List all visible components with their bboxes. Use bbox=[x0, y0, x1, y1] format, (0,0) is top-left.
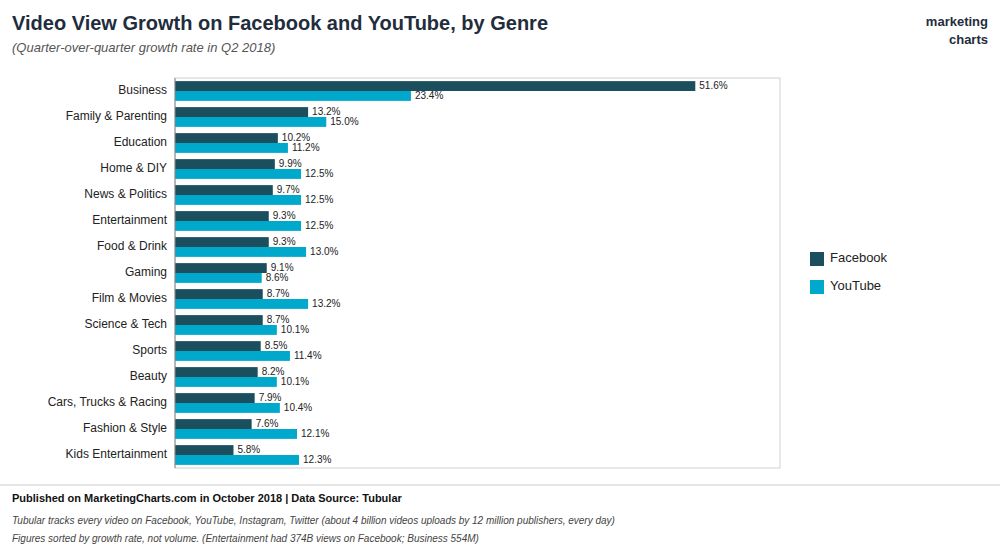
bar bbox=[175, 143, 288, 153]
legend: Facebook YouTube bbox=[810, 250, 888, 294]
data-label: 7.9% bbox=[259, 392, 282, 403]
bar bbox=[175, 455, 299, 465]
bar bbox=[175, 367, 258, 377]
category-label: Film & Movies bbox=[92, 291, 167, 305]
category-label: Cars, Trucks & Racing bbox=[48, 395, 167, 409]
data-label: 9.3% bbox=[273, 236, 296, 247]
bar bbox=[175, 221, 301, 231]
data-label: 13.2% bbox=[312, 298, 340, 309]
footer-rule bbox=[0, 485, 1000, 486]
data-label: 5.8% bbox=[237, 444, 260, 455]
bar bbox=[175, 289, 263, 299]
data-label: 8.5% bbox=[265, 340, 288, 351]
data-label: 11.4% bbox=[294, 350, 322, 361]
data-label: 10.1% bbox=[281, 376, 309, 387]
data-label: 9.9% bbox=[279, 158, 302, 169]
bar bbox=[175, 237, 269, 247]
category-label: Family & Parenting bbox=[66, 109, 167, 123]
bar bbox=[175, 185, 273, 195]
data-label: 7.6% bbox=[256, 418, 279, 429]
data-label: 10.1% bbox=[281, 324, 309, 335]
category-label: Food & Drink bbox=[97, 239, 168, 253]
bar bbox=[175, 419, 252, 429]
legend-label: YouTube bbox=[830, 278, 881, 293]
data-label: 23.4% bbox=[415, 90, 443, 101]
bar bbox=[175, 299, 308, 309]
category-label: Fashion & Style bbox=[83, 421, 167, 435]
bar bbox=[175, 195, 301, 205]
category-label: Education bbox=[114, 135, 167, 149]
category-label: Sports bbox=[132, 343, 167, 357]
bar bbox=[175, 211, 269, 221]
data-label: 12.3% bbox=[303, 454, 331, 465]
category-label: Entertainment bbox=[92, 213, 167, 227]
data-label: 12.5% bbox=[305, 168, 333, 179]
data-label: 15.0% bbox=[330, 116, 358, 127]
data-label: 12.5% bbox=[305, 194, 333, 205]
bar bbox=[175, 429, 297, 439]
data-labels: 5.8%12.3%7.6%12.1%7.9%10.4%8.2%10.1%8.5%… bbox=[237, 80, 727, 465]
data-label: 9.3% bbox=[273, 210, 296, 221]
legend-label: Facebook bbox=[830, 250, 888, 265]
bar bbox=[175, 169, 301, 179]
data-label: 12.1% bbox=[301, 428, 329, 439]
bar bbox=[175, 159, 275, 169]
data-label: 13.0% bbox=[310, 246, 338, 257]
bar bbox=[175, 445, 233, 455]
category-label: Kids Entertainment bbox=[66, 447, 168, 461]
footer-note: Figures sorted by growth rate, not volum… bbox=[12, 533, 479, 544]
subtitle: (Quarter-over-quarter growth rate in Q2 … bbox=[12, 40, 275, 55]
category-label: Science & Tech bbox=[85, 317, 168, 331]
logo-text: marketing bbox=[926, 14, 988, 29]
bar bbox=[175, 351, 290, 361]
bar bbox=[175, 91, 411, 101]
logo-text: charts bbox=[949, 32, 988, 47]
data-label: 8.7% bbox=[267, 288, 290, 299]
bar bbox=[175, 315, 263, 325]
bar bbox=[175, 325, 277, 335]
category-label: Beauty bbox=[130, 369, 167, 383]
data-label: 51.6% bbox=[699, 80, 727, 91]
data-label: 11.2% bbox=[292, 142, 320, 153]
legend-swatch bbox=[810, 252, 824, 266]
bar bbox=[175, 393, 255, 403]
bar bbox=[175, 403, 280, 413]
bar bbox=[175, 247, 306, 257]
baseline bbox=[175, 78, 176, 468]
category-label: News & Politics bbox=[84, 187, 167, 201]
bar bbox=[175, 273, 262, 283]
data-label: 10.4% bbox=[284, 402, 312, 413]
footer-source: Published on MarketingCharts.com in Octo… bbox=[12, 492, 403, 504]
title: Video View Growth on Facebook and YouTub… bbox=[12, 12, 548, 34]
footer-note: Tubular tracks every video on Facebook, … bbox=[12, 515, 615, 526]
category-label: Business bbox=[118, 83, 167, 97]
bar bbox=[175, 107, 308, 117]
bar bbox=[175, 341, 261, 351]
bar bbox=[175, 117, 326, 127]
category-labels: Kids Entertainment Fashion & Style Cars, T… bbox=[48, 83, 168, 461]
plot-frame bbox=[175, 78, 780, 468]
bar bbox=[175, 377, 277, 387]
bar bbox=[175, 133, 278, 143]
bar bbox=[175, 263, 267, 273]
data-label: 12.5% bbox=[305, 220, 333, 231]
legend-swatch bbox=[810, 280, 824, 294]
category-label: Home & DIY bbox=[100, 161, 167, 175]
data-label: 9.7% bbox=[277, 184, 300, 195]
bars bbox=[175, 81, 695, 465]
data-label: 8.6% bbox=[266, 272, 289, 283]
category-label: Gaming bbox=[125, 265, 167, 279]
chart: Video View Growth on Facebook and YouTub… bbox=[0, 0, 1000, 557]
